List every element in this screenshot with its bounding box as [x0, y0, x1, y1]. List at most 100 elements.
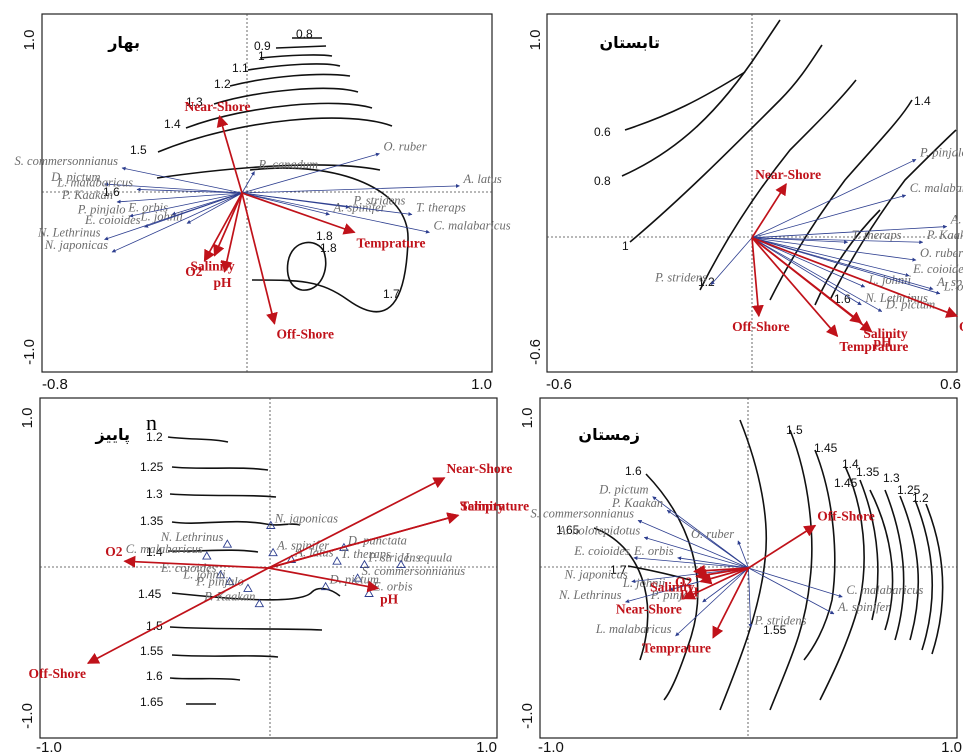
species-label: L. orbis: [943, 280, 963, 294]
env-arrow: [751, 237, 873, 333]
species-label: A. spinifer: [936, 275, 963, 289]
species-marker: [266, 520, 276, 529]
species-arrow: [136, 187, 243, 194]
species-arrow: [751, 237, 941, 295]
species-arrow: [748, 567, 835, 615]
species-arrow: [751, 237, 910, 277]
svg-text:0.9: 0.9: [254, 39, 271, 53]
species-label: L. johnii: [182, 568, 226, 582]
svg-text:1.55: 1.55: [763, 623, 787, 637]
svg-text:0.8: 0.8: [594, 174, 611, 188]
plot-frame: [41, 13, 493, 373]
env-arrow: [86, 567, 269, 664]
isoline-labels: 1.2 1.25 1.3 1.35 1.4 1.45 1.5 1.55 1.6 …: [138, 430, 164, 709]
species-label: S. commersonnianus: [531, 506, 635, 520]
env-arrow: [241, 192, 356, 235]
env-arrow: [751, 183, 787, 239]
svg-text:1.3: 1.3: [186, 95, 203, 109]
isolines: [621, 19, 957, 306]
species-label: E. coioides: [912, 262, 963, 276]
svg-text:1.25: 1.25: [140, 460, 164, 474]
species-marker: [243, 583, 253, 592]
x-tick-left: -1.0: [538, 739, 564, 754]
svg-text:1.2: 1.2: [698, 275, 715, 289]
isolines: [156, 37, 409, 313]
env-label: O2: [105, 544, 123, 559]
env-label: pH: [213, 275, 232, 290]
x-tick-right: 1.0: [941, 739, 962, 754]
species-label: N. japonicas: [274, 512, 338, 526]
x-tick-right: 1.0: [471, 376, 492, 393]
env-arrow: [748, 524, 817, 569]
species-label: N. Lethrinus: [37, 226, 101, 240]
species-arrow: [677, 556, 749, 569]
species-arrow: [241, 152, 380, 194]
species-label: D. pictum: [50, 170, 100, 184]
species-label: E. coioides: [573, 544, 630, 558]
env-label: Temprature: [839, 339, 908, 354]
species-label: A. latus: [463, 172, 502, 186]
y-tick-top: 1.0: [19, 408, 36, 429]
env-arrow: [751, 236, 959, 318]
species-arrow: [116, 192, 243, 204]
isoline-labels: 0.8 0.9 1 1.1 1.2 1.3 1.4 1.5 1.6 1.7 1.…: [103, 27, 400, 301]
species-label: O. ruber: [691, 527, 734, 541]
species-arrow: [737, 540, 749, 569]
svg-text:1.6: 1.6: [103, 185, 120, 199]
svg-text:1: 1: [622, 239, 629, 253]
species-arrows: O. ruber R. canadum S. commersonnianus D. p…: [15, 140, 511, 253]
svg-text:1.35: 1.35: [856, 465, 880, 479]
svg-text:1.2: 1.2: [146, 430, 163, 444]
env-arrow: [751, 237, 839, 338]
species-label: L. malabaricus: [56, 175, 133, 189]
species-arrow: [241, 183, 460, 194]
season-label: پاییز: [94, 425, 130, 445]
species-marker: [364, 588, 374, 597]
species-label: P. pinjalo: [195, 574, 244, 588]
species-arrow: [104, 182, 243, 194]
env-label: Near-Shore: [446, 461, 512, 476]
env-label: O2: [959, 319, 963, 334]
species-label: P. Kaakan: [203, 590, 255, 604]
y-tick-bottom: -0.6: [527, 339, 544, 365]
plot-frame: [39, 397, 498, 739]
env-arrow: [241, 192, 278, 325]
species-arrow: [666, 509, 749, 569]
species-label: C. malabaricus: [846, 583, 923, 597]
species-label: P. stridens: [353, 193, 406, 207]
env-label: Near-Shore: [755, 167, 821, 182]
panel-spring: 0.8 0.9 1 1.1 1.2 1.3 1.4 1.5 1.6 1.7 1.…: [15, 13, 511, 393]
species-label: D. pictum: [885, 298, 935, 312]
species-label: O. ruber: [384, 140, 427, 154]
species-label: P. pinjalo: [919, 145, 963, 159]
species-label: D. punctata: [347, 534, 407, 548]
species-label: P. pinjalo: [77, 202, 126, 216]
species-arrow: [241, 171, 255, 194]
species-label: P. Kaakan: [611, 496, 663, 510]
species-arrow: [104, 192, 243, 241]
species-arrow: [710, 237, 753, 286]
season-label: بهار: [107, 33, 140, 52]
species-label: L. johnii: [868, 273, 912, 287]
env-label: Off-Shore: [277, 327, 335, 342]
season-label-bg: [56, 18, 154, 62]
y-tick-bottom: -1.0: [21, 339, 38, 365]
svg-text:1.8: 1.8: [316, 229, 333, 243]
species-label: A. hololepidotus: [557, 523, 640, 537]
species-label: N. japonicas: [44, 238, 108, 252]
species-arrow: [633, 556, 749, 569]
svg-text:1.3: 1.3: [146, 487, 163, 501]
svg-text:1.5: 1.5: [786, 423, 803, 437]
species-arrow: [751, 237, 883, 312]
species-arrow: [751, 224, 948, 239]
panel-winter: 1.5 1.45 1.4 1.35 1.3 1.25 1.2 1.45 1.55…: [519, 397, 962, 754]
env-arrow: [123, 555, 269, 569]
species-label: D. pictum: [598, 483, 648, 497]
env-label: Temprature: [357, 235, 426, 250]
svg-text:1.4: 1.4: [914, 94, 931, 108]
species-marker: [202, 551, 212, 560]
environmental-arrows: Off-ShoreO2SalinitypHNear-ShoreTempratur…: [616, 509, 875, 656]
env-arrow: [221, 192, 243, 273]
species-arrow: [652, 496, 749, 569]
